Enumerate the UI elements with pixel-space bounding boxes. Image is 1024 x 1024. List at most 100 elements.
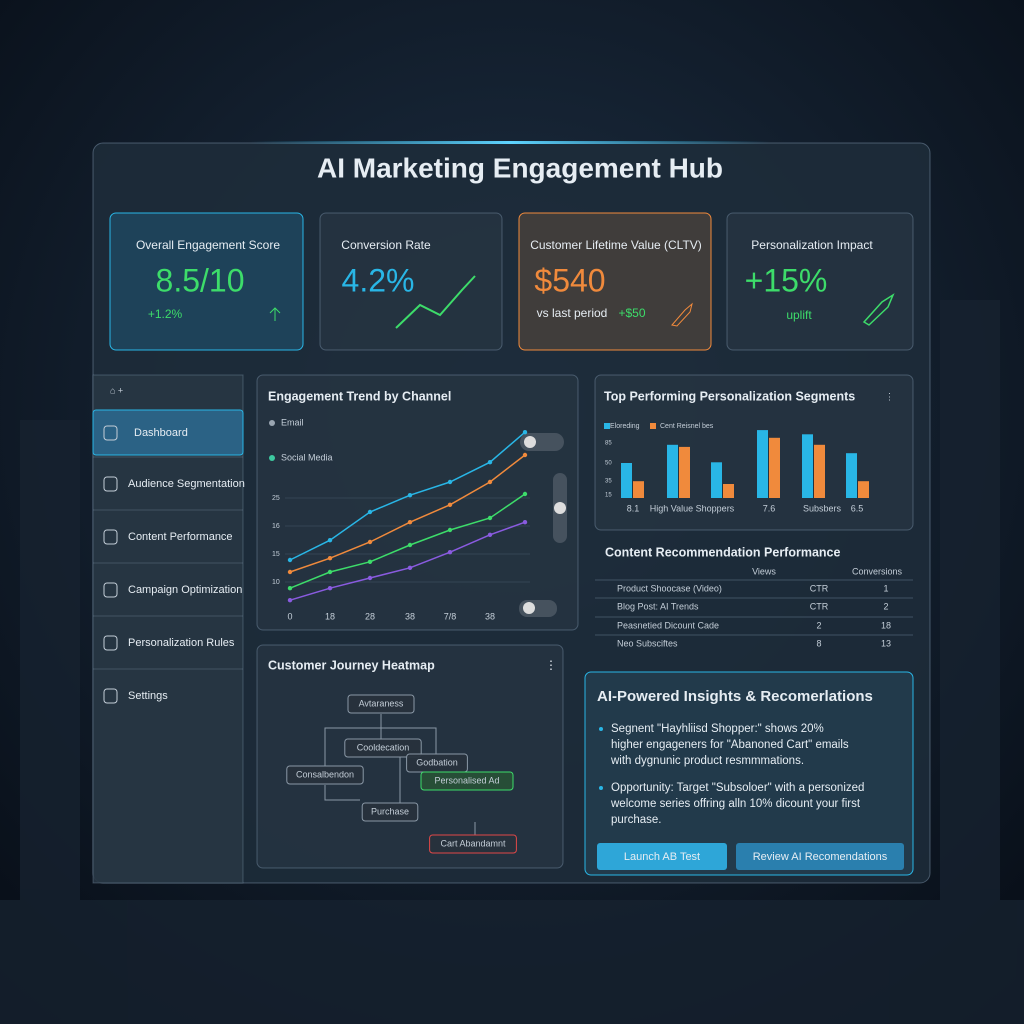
toggle-knob [523, 602, 535, 614]
table-cell: CTR [810, 583, 829, 593]
insight-text: Opportunity: Target "Subsoloer" with a p… [611, 782, 864, 794]
nav-item[interactable]: Settings [128, 690, 168, 702]
menu-icon[interactable]: ⋮ [885, 391, 894, 401]
table-cell: 13 [881, 638, 891, 648]
sidebar [92, 374, 244, 884]
kpi-sub: vs last period [537, 306, 608, 320]
rocket-icon [671, 302, 693, 327]
active-item[interactable] [92, 409, 244, 456]
button-label: Review AI Recomendations [753, 851, 888, 863]
panel-title: AI-Powered Insights & Recomerlations [597, 688, 873, 705]
x-label: High Value Shoppers [650, 503, 735, 513]
trend-point [522, 491, 528, 497]
x-label: 7.6 [763, 503, 776, 513]
legend-label: Social Media [281, 452, 333, 462]
kpi-card [518, 212, 712, 351]
segment-bar [679, 446, 690, 498]
table-header: Conversions [852, 566, 903, 576]
insight-text: with dygnunic product resmmmations. [610, 755, 804, 767]
node-label: Cart Abandamnt [440, 838, 506, 848]
trend-point [447, 502, 453, 507]
kpi-label: Customer Lifetime Value (CLTV) [530, 238, 702, 252]
x-label: 7/8 [444, 611, 457, 621]
journey-node [361, 802, 419, 822]
nav-item[interactable]: Campaign Optimization [128, 584, 242, 596]
y-label: 15 [272, 551, 280, 558]
trend-point [407, 520, 413, 525]
kpi-value: +15% [745, 262, 828, 298]
city-backdrop [0, 300, 1024, 1024]
trend-point [487, 515, 493, 521]
x-label: 18 [325, 611, 335, 621]
trend-point [367, 575, 373, 581]
segment-bar [769, 437, 780, 498]
journey-node [420, 771, 514, 791]
nav-icon [103, 425, 118, 441]
sparkline-icon [395, 275, 476, 329]
table-cell: 1 [883, 583, 888, 593]
legend-label: Email [281, 417, 304, 427]
y-label: 10 [272, 579, 280, 586]
home-icon: ⌂ + [110, 385, 123, 395]
segment-bar [802, 434, 813, 498]
nav-item[interactable]: Dashboard [134, 427, 188, 439]
nav-item[interactable]: Audience Segmentation [128, 478, 245, 490]
kpi-delta: +$50 [618, 306, 645, 320]
trend-point [287, 598, 293, 603]
bullet [599, 786, 603, 790]
action-button[interactable] [736, 843, 904, 870]
journey-node [347, 694, 415, 714]
trend-point [522, 452, 528, 458]
segment-bar [633, 481, 644, 498]
x-label: 6.5 [851, 503, 864, 513]
trend-point [367, 539, 373, 545]
nav-icon [103, 688, 118, 704]
button-label: Launch AB Test [624, 851, 700, 863]
legend-swatch [604, 423, 610, 429]
kpi-card [726, 212, 914, 351]
legend-label: Eloreding [610, 423, 640, 430]
trend-point [287, 586, 293, 591]
insight-text: Segnent "Hayhliisd Shopper:" shows 20% [611, 723, 824, 735]
node-label: Consalbendon [296, 769, 354, 779]
y-label: 25 [272, 495, 280, 502]
panel-title: Customer Journey Heatmap [268, 658, 435, 672]
legend-dot [269, 420, 275, 426]
segment-bar [757, 430, 768, 498]
page-title: AI Marketing Engagement Hub [317, 152, 723, 183]
insight-text: welcome series offring alln 10% dicount … [610, 798, 861, 810]
kpi-sub: uplift [786, 308, 812, 322]
action-button[interactable] [597, 843, 727, 870]
nav-item[interactable]: Personalization Rules [128, 637, 235, 649]
trend-point [522, 430, 528, 435]
trend-point [447, 550, 453, 555]
nav-item[interactable]: Content Performance [128, 531, 233, 543]
y-label: 50 [605, 461, 612, 467]
bullet [599, 727, 603, 731]
legend-label: Cent Reisnel bes [660, 423, 714, 430]
y-label: 16 [272, 523, 280, 530]
trend-point [327, 556, 333, 561]
kpi-value: $540 [534, 262, 605, 298]
segment-bar [621, 463, 632, 498]
legend-swatch [650, 423, 656, 429]
toggle-knob [524, 436, 536, 448]
legend-dot [269, 455, 275, 461]
x-label: 0 [287, 611, 292, 621]
trend-point [367, 559, 373, 564]
nav-icon [103, 476, 118, 492]
kpi-card [109, 212, 304, 351]
insight-text: higher engageners for "Abanoned Cart" em… [611, 739, 849, 751]
rocket-icon [862, 293, 895, 326]
y-label: 35 [605, 479, 612, 485]
menu-icon[interactable]: ⋮ [545, 658, 557, 672]
kpi-value: 4.2% [342, 262, 415, 298]
trend-point [522, 520, 528, 525]
panel-title: Engagement Trend by Channel [268, 389, 451, 403]
trend-point [327, 538, 333, 543]
journey-node [344, 738, 422, 758]
table-cell: Peasnetied Dicount Cade [617, 620, 719, 630]
kpi-sub: +1.2% [148, 307, 183, 321]
x-label: 38 [405, 611, 415, 621]
